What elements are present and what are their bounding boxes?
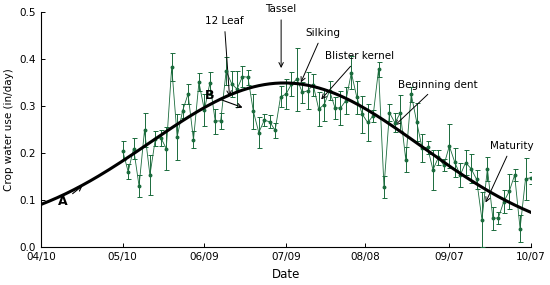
- Text: Tassel: Tassel: [266, 4, 297, 67]
- Text: Beginning dent: Beginning dent: [395, 80, 478, 125]
- Text: 12 Leaf: 12 Leaf: [205, 16, 244, 95]
- Text: Silking: Silking: [301, 28, 340, 82]
- Text: A: A: [58, 186, 81, 208]
- Text: Maturity: Maturity: [486, 141, 534, 201]
- Text: B: B: [205, 89, 241, 108]
- X-axis label: Date: Date: [272, 268, 300, 281]
- Text: Blister kernel: Blister kernel: [322, 51, 394, 99]
- Y-axis label: Crop water use (in/day): Crop water use (in/day): [4, 68, 14, 191]
